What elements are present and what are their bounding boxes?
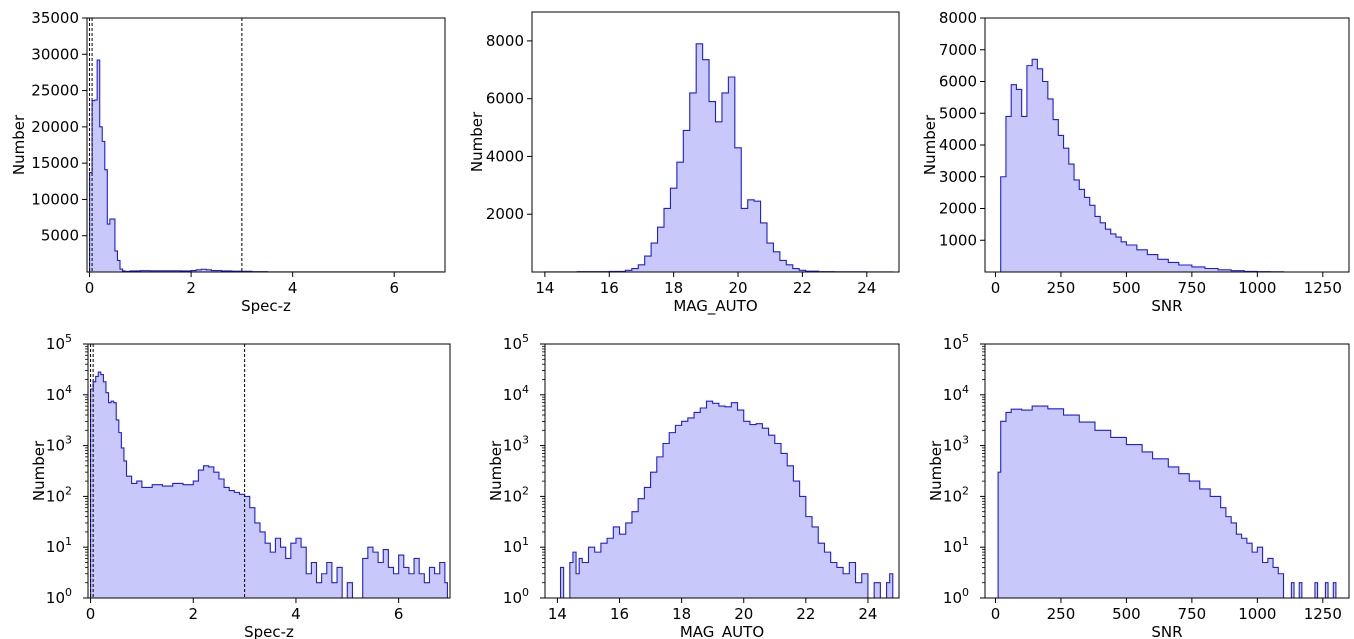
y-tick-label: 102 bbox=[503, 484, 529, 505]
panel-1: 0 2 4 6 5000 10000 15000 20000 25000 30000 35000 Sp… bbox=[10, 9, 446, 315]
x-tick-label: 16 bbox=[610, 605, 629, 623]
histogram-5 bbox=[559, 400, 894, 598]
x-tick-label: 0 bbox=[86, 605, 96, 623]
panel-6: 0 250 500 750 1000 1250 100 101 102 103 104 105 SNR N… bbox=[927, 332, 1350, 639]
x-tick-label: 250 bbox=[1047, 605, 1076, 623]
x-tick-label: 6 bbox=[389, 279, 399, 297]
axes-frame-4 bbox=[87, 343, 451, 599]
x-axis-label: Spec-z bbox=[244, 623, 294, 639]
x-tick-label: 16 bbox=[600, 279, 619, 297]
x-tick-label: 20 bbox=[734, 605, 753, 623]
x-tick-label: 500 bbox=[1112, 605, 1141, 623]
axes-frame-1 bbox=[86, 17, 446, 273]
x-tick-label: 0 bbox=[85, 279, 95, 297]
x-tick-label: 1250 bbox=[1304, 279, 1342, 297]
y-tick-label: 102 bbox=[943, 484, 969, 505]
y-tick-label: 15000 bbox=[31, 154, 79, 172]
y-tick-label: 2000 bbox=[939, 200, 977, 218]
panel-3: 0 250 500 750 1000 1250 1000 2000 3000 4000 5000 60… bbox=[921, 9, 1350, 315]
x-tick-label: 14 bbox=[535, 279, 554, 297]
y-tick-label: 103 bbox=[943, 434, 969, 455]
x-tick-label: 14 bbox=[548, 605, 567, 623]
y-tick-label: 3000 bbox=[939, 168, 977, 186]
x-axis-label: MAG_AUTO bbox=[680, 623, 764, 639]
y-tick-label: 6000 bbox=[939, 73, 977, 91]
y-tick-label: 103 bbox=[503, 434, 529, 455]
axes-frame-5 bbox=[544, 343, 900, 599]
y-tick-label: 100 bbox=[503, 586, 529, 607]
x-tick-label: 22 bbox=[793, 279, 812, 297]
y-tick-label: 20000 bbox=[31, 118, 79, 136]
y-tick-label: 101 bbox=[503, 535, 529, 556]
x-tick-label: 22 bbox=[796, 605, 815, 623]
y-tick-label: 102 bbox=[46, 484, 72, 505]
x-tick-label: 750 bbox=[1178, 279, 1207, 297]
x-tick-label: 18 bbox=[672, 605, 691, 623]
histogram-1 bbox=[88, 59, 444, 272]
x-tick-label: 1000 bbox=[1238, 279, 1276, 297]
axes-frame-6 bbox=[984, 343, 1350, 599]
y-tick-label: 104 bbox=[503, 383, 529, 404]
y-axis-label: Number bbox=[10, 114, 28, 175]
x-axis-label: SNR bbox=[1151, 623, 1182, 639]
y-axis-label: Number bbox=[927, 440, 945, 501]
x-tick-label: 2 bbox=[188, 605, 198, 623]
y-tick-label: 5000 bbox=[41, 227, 79, 245]
y-tick-label: 101 bbox=[46, 535, 72, 556]
y-tick-label: 1000 bbox=[939, 231, 977, 249]
y-tick-label: 6000 bbox=[486, 90, 524, 108]
y-tick-label: 104 bbox=[46, 383, 72, 404]
y-tick-label: 105 bbox=[943, 332, 969, 353]
x-tick-label: 4 bbox=[291, 605, 301, 623]
panel-4: 0 2 4 6 100 101 102 103 104 105 Spec-z Number bbox=[30, 332, 451, 639]
y-axis-label: Number bbox=[921, 114, 939, 175]
x-tick-label: 6 bbox=[394, 605, 404, 623]
histogram-6 bbox=[995, 405, 1337, 598]
y-tick-label: 30000 bbox=[31, 45, 79, 63]
x-tick-label: 2 bbox=[186, 279, 196, 297]
histogram-2 bbox=[544, 43, 894, 272]
y-axis-label: Number bbox=[487, 440, 505, 501]
y-axis-label: Number bbox=[30, 440, 48, 501]
panel-2: 14 16 18 20 22 24 2000 4000 6000 8000 MAG_AUTO Numb… bbox=[468, 11, 900, 316]
x-tick-label: 0 bbox=[991, 605, 1001, 623]
y-tick-label: 101 bbox=[943, 535, 969, 556]
y-tick-label: 7000 bbox=[939, 41, 977, 59]
y-axis-label: Number bbox=[468, 111, 486, 172]
panel-5: 14 16 18 20 22 24 100 101 102 103 104 105 MAG_AUTO Nu… bbox=[487, 332, 900, 639]
y-tick-label: 8000 bbox=[939, 9, 977, 27]
y-tick-label: 10000 bbox=[31, 190, 79, 208]
x-tick-label: 18 bbox=[664, 279, 683, 297]
axes-frame-2 bbox=[531, 11, 900, 273]
x-tick-label: 24 bbox=[857, 279, 876, 297]
y-tick-label: 4000 bbox=[486, 147, 524, 165]
y-tick-label: 100 bbox=[46, 586, 72, 607]
x-axis-label: SNR bbox=[1151, 297, 1182, 315]
x-tick-label: 20 bbox=[728, 279, 747, 297]
y-tick-label: 8000 bbox=[486, 32, 524, 50]
y-tick-label: 105 bbox=[503, 332, 529, 353]
x-tick-label: 500 bbox=[1112, 279, 1141, 297]
y-tick-label: 2000 bbox=[486, 205, 524, 223]
y-tick-label: 35000 bbox=[31, 9, 79, 27]
x-tick-label: 250 bbox=[1047, 279, 1076, 297]
x-axis-label: Spec-z bbox=[241, 297, 291, 315]
x-tick-label: 0 bbox=[991, 279, 1001, 297]
x-tick-label: 750 bbox=[1178, 605, 1207, 623]
y-tick-label: 4000 bbox=[939, 136, 977, 154]
histogram-4 bbox=[90, 371, 448, 598]
y-tick-label: 25000 bbox=[31, 82, 79, 100]
x-tick-label: 24 bbox=[858, 605, 877, 623]
x-tick-label: 4 bbox=[288, 279, 298, 297]
x-tick-label: 1250 bbox=[1304, 605, 1342, 623]
y-tick-label: 5000 bbox=[939, 104, 977, 122]
y-tick-label: 104 bbox=[943, 383, 969, 404]
y-tick-label: 103 bbox=[46, 434, 72, 455]
histogram-3 bbox=[995, 58, 1285, 272]
y-tick-label: 105 bbox=[46, 332, 72, 353]
x-axis-label: MAG_AUTO bbox=[673, 297, 757, 316]
y-tick-label: 100 bbox=[943, 586, 969, 607]
x-tick-label: 1000 bbox=[1238, 605, 1276, 623]
